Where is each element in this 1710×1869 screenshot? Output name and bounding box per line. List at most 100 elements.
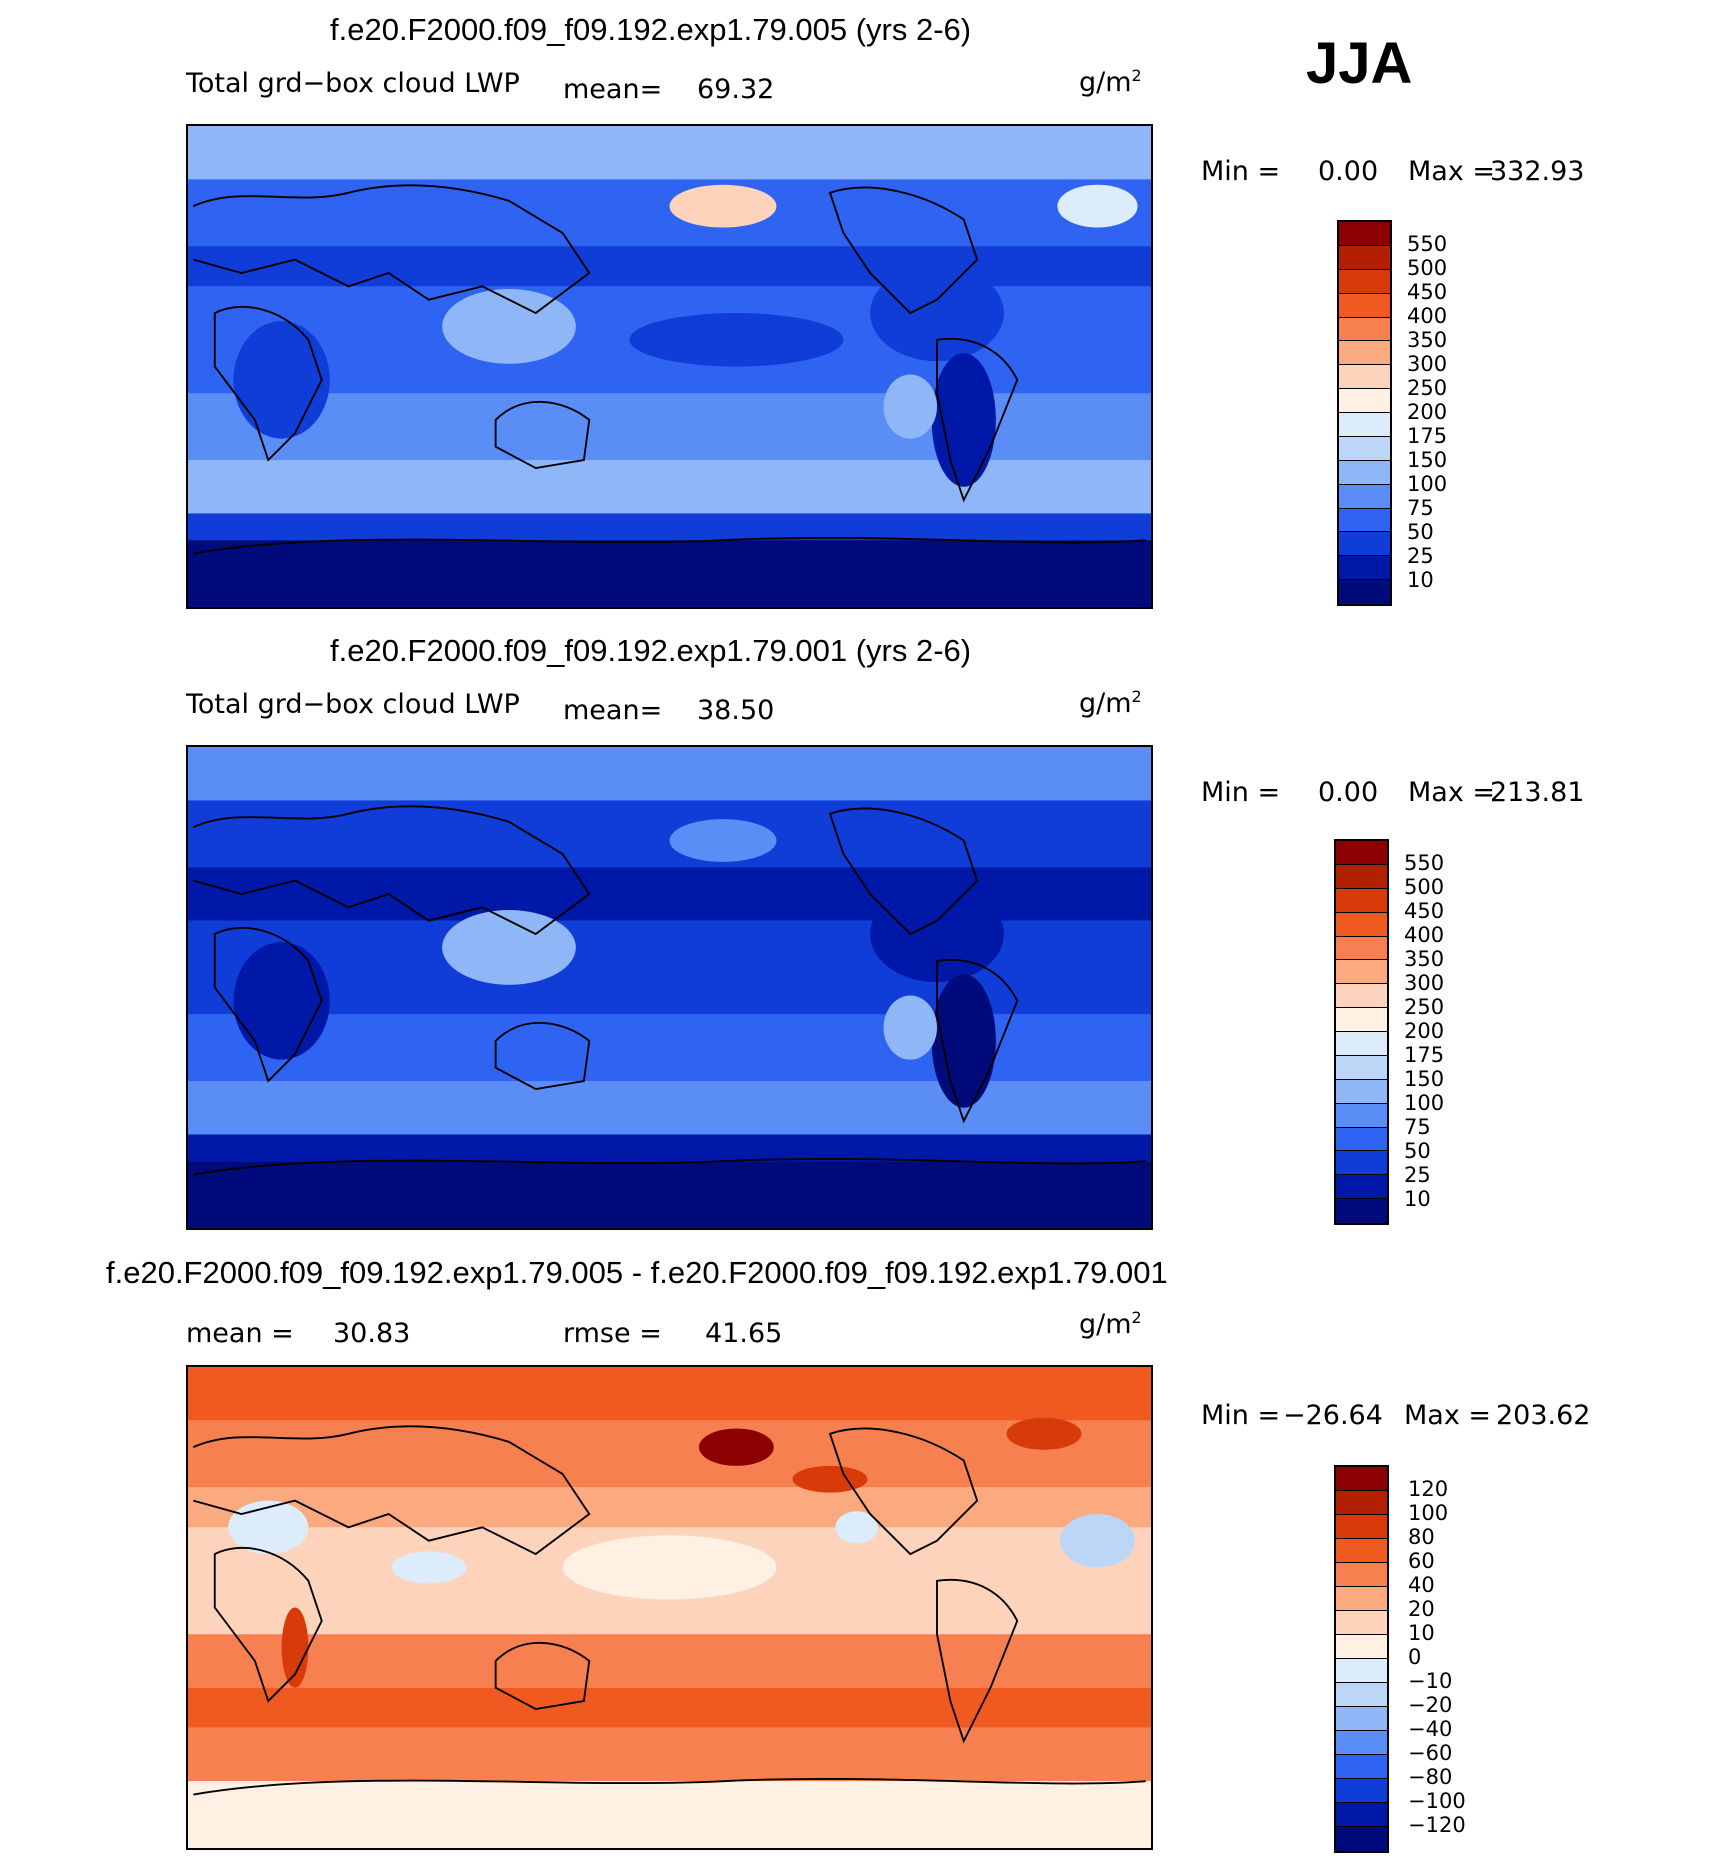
colorbar-level-label: 300: [1407, 352, 1448, 376]
colorbar-level-label: 350: [1404, 947, 1445, 971]
colorbar-segment: [1339, 436, 1390, 461]
panel1-colorbar-labels: 550 500 450 400 350 300 250 200 175 150 100 75 50 25 1…: [1407, 232, 1447, 592]
colorbar-segment: [1339, 317, 1390, 342]
colorbar-segment: [1339, 389, 1390, 413]
colorbar-level-label: 25: [1407, 544, 1434, 568]
panel2-map: [186, 745, 1153, 1230]
colorbar-level-label: 0: [1408, 1645, 1422, 1669]
colorbar-level-label: −20: [1408, 1693, 1453, 1717]
colorbar-segment: [1336, 1803, 1387, 1827]
panel1-mean-value: 69.32: [697, 74, 775, 105]
panel2-min-value: 0.00: [1318, 777, 1379, 808]
panel3-mean-label: mean =: [186, 1318, 294, 1349]
colorbar-segment: [1339, 484, 1390, 509]
colorbar-level-label: 25: [1404, 1163, 1431, 1187]
colorbar-segment: [1336, 912, 1387, 937]
colorbar-level-label: 300: [1404, 971, 1445, 995]
colorbar-level-label: 10: [1407, 568, 1434, 592]
colorbar-segment: [1339, 341, 1390, 366]
panel1-colorbar: [1337, 220, 1392, 606]
colorbar-level-label: 450: [1404, 899, 1445, 923]
colorbar-level-label: −40: [1408, 1717, 1453, 1741]
colorbar-segment: [1336, 1055, 1387, 1080]
colorbar-segment: [1336, 864, 1387, 889]
colorbar-segment: [1339, 580, 1390, 604]
colorbar-level-label: 450: [1407, 280, 1448, 304]
panel3-rmse-label: rmse =: [563, 1318, 662, 1349]
colorbar-segment: [1336, 1008, 1387, 1032]
panel3-min-value: −26.64: [1283, 1400, 1383, 1431]
panel2-variable: Total grd−box cloud LWP: [186, 689, 520, 720]
panel1-variable: Total grd−box cloud LWP: [186, 68, 520, 99]
colorbar-level-label: 350: [1407, 328, 1448, 352]
colorbar-segment: [1336, 984, 1387, 1009]
colorbar-level-label: 75: [1404, 1115, 1431, 1139]
panel2-colorbar: [1334, 839, 1389, 1225]
colorbar-level-label: 500: [1404, 875, 1445, 899]
colorbar-segment: [1336, 1079, 1387, 1104]
season-label: JJA: [1306, 31, 1413, 96]
colorbar-level-label: 20: [1408, 1597, 1435, 1621]
colorbar-segment: [1339, 532, 1390, 557]
colorbar-segment: [1336, 960, 1387, 985]
colorbar-level-label: 100: [1404, 1091, 1445, 1115]
panel1-mean-label: mean=: [563, 74, 663, 105]
panel1-units: g/m2: [1079, 66, 1142, 98]
colorbar-level-label: 100: [1408, 1501, 1449, 1525]
colorbar-segment: [1336, 1635, 1387, 1659]
colorbar-level-label: 550: [1404, 851, 1445, 875]
colorbar-level-label: 175: [1404, 1043, 1445, 1067]
colorbar-level-label: 80: [1408, 1525, 1435, 1549]
colorbar-level-label: 175: [1407, 424, 1448, 448]
panel2-units: g/m2: [1079, 687, 1142, 719]
colorbar-level-label: −80: [1408, 1765, 1453, 1789]
colorbar-segment: [1336, 1539, 1387, 1563]
colorbar-segment: [1339, 222, 1390, 246]
colorbar-segment: [1336, 1827, 1387, 1851]
panel3-units: g/m2: [1079, 1308, 1142, 1340]
colorbar-segment: [1336, 1731, 1387, 1755]
colorbar-segment: [1336, 1032, 1387, 1056]
colorbar-segment: [1336, 1127, 1387, 1152]
panel3-mean-value: 30.83: [333, 1318, 411, 1349]
colorbar-segment: [1336, 1779, 1387, 1803]
colorbar-level-label: 400: [1407, 304, 1448, 328]
colorbar-level-label: 500: [1407, 256, 1448, 280]
colorbar-level-label: 100: [1407, 472, 1448, 496]
panel2-max-label: Max =: [1408, 777, 1496, 808]
colorbar-level-label: 150: [1407, 448, 1448, 472]
panel3-min-label: Min =: [1201, 1400, 1281, 1431]
colorbar-level-label: 10: [1404, 1187, 1431, 1211]
colorbar-segment: [1336, 1659, 1387, 1683]
colorbar-segment: [1336, 1467, 1387, 1491]
colorbar-segment: [1339, 293, 1390, 318]
colorbar-level-label: 550: [1407, 232, 1448, 256]
colorbar-level-label: 50: [1404, 1139, 1431, 1163]
panel2-title: f.e20.F2000.f09_f09.192.exp1.79.001 (yrs…: [330, 633, 972, 668]
colorbar-segment: [1336, 1683, 1387, 1707]
colorbar-level-label: 60: [1408, 1549, 1435, 1573]
colorbar-level-label: 75: [1407, 496, 1434, 520]
panel2-mean-label: mean=: [563, 695, 663, 726]
colorbar-segment: [1336, 1103, 1387, 1128]
colorbar-segment: [1336, 1199, 1387, 1223]
colorbar-level-label: −10: [1408, 1669, 1453, 1693]
colorbar-segment: [1339, 556, 1390, 581]
panel3-colorbar-labels: 120 100 80 60 40 20 10 0 −10 −20 −40 −60 −80 −100 −120: [1408, 1477, 1466, 1837]
colorbar-segment: [1339, 460, 1390, 485]
colorbar-level-label: 250: [1404, 995, 1445, 1019]
panel1-max-value: 332.93: [1490, 156, 1585, 187]
colorbar-level-label: 250: [1407, 376, 1448, 400]
colorbar-level-label: 200: [1407, 400, 1448, 424]
panel3-title: f.e20.F2000.f09_f09.192.exp1.79.005 - f.…: [106, 1255, 1168, 1290]
panel2-colorbar-labels: 550 500 450 400 350 300 250 200 175 150 100 75 50 25 1…: [1404, 851, 1444, 1211]
colorbar-segment: [1339, 508, 1390, 533]
panel2-mean-value: 38.50: [697, 695, 775, 726]
colorbar-level-label: 400: [1404, 923, 1445, 947]
colorbar-segment: [1339, 365, 1390, 390]
colorbar-segment: [1336, 841, 1387, 865]
panel1-min-value: 0.00: [1318, 156, 1379, 187]
panel3-map: [186, 1365, 1153, 1850]
colorbar-level-label: −120: [1408, 1813, 1466, 1837]
panel2-min-label: Min =: [1201, 777, 1281, 808]
